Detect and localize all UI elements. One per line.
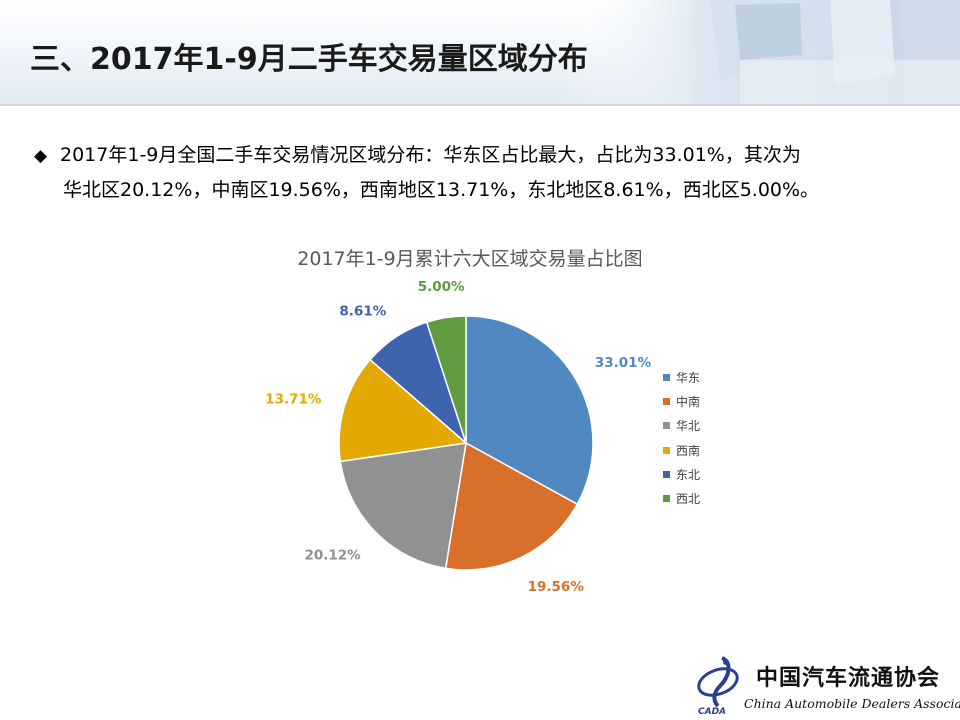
legend-label: 华东 (676, 370, 701, 385)
legend-item: 西北 (663, 486, 700, 510)
pie-data-label-5: 8.61% (339, 303, 386, 319)
legend-label: 中南 (676, 394, 701, 409)
pie-slice-6 (425, 315, 467, 444)
pie-data-label-2: 19.56% (528, 579, 585, 595)
pie-slice-4 (338, 358, 468, 463)
legend-label: 华北 (676, 419, 701, 434)
legend-swatch (663, 470, 670, 478)
pie-data-label-6: 5.00% (418, 279, 465, 295)
diamond-bullet-icon: ◆ (34, 146, 48, 166)
legend-swatch (663, 397, 670, 405)
legend-item: 华北 (663, 414, 700, 438)
logo-name-en: China Automobile Dealers Association (744, 696, 960, 711)
chart-title: 2017年1-9月累计六大区域交易量占比图 (297, 248, 643, 270)
cada-mark-text: CADA (698, 707, 726, 716)
header-decoration-image (560, 0, 960, 104)
pie-data-label-4: 13.71% (265, 391, 322, 407)
header-band (0, 0, 960, 104)
pie-data-label-3: 20.12% (304, 548, 361, 564)
header-divider (0, 104, 960, 106)
bullet-paragraph: ◆ 2017年1-9月全国二手车交易情况区域分布：华东区占比最大，占比为33.01… (34, 138, 934, 207)
pie-slice-1 (465, 315, 594, 506)
pie-data-label-1: 33.01% (595, 355, 652, 371)
chart-legend: 华东中南华北西南东北西北 (663, 365, 700, 511)
legend-label: 西北 (676, 492, 701, 507)
legend-swatch (663, 422, 670, 430)
pie-slice-2 (444, 441, 579, 571)
legend-label: 西南 (676, 443, 701, 458)
legend-item: 西南 (663, 438, 700, 462)
legend-swatch (663, 373, 670, 381)
logo-name-cn: 中国汽车流通协会 (756, 665, 941, 691)
legend-swatch (663, 495, 670, 503)
pie-slice-3 (339, 442, 467, 570)
legend-item: 东北 (663, 462, 700, 486)
bullet-text-line-1: 2017年1-9月全国二手车交易情况区域分布：华东区占比最大，占比为33.01%… (60, 144, 801, 166)
cada-logo-mark: CADA (697, 656, 739, 716)
bullet-text-line-2: 华北区20.12%，中南区19.56%，西南地区13.71%，东北地区8.61%… (63, 179, 820, 201)
cada-logo: CADA 中国汽车流通协会 China Automobile Dealers A… (692, 652, 960, 716)
legend-swatch (663, 446, 670, 454)
legend-item: 中南 (663, 389, 700, 413)
legend-item: 华东 (663, 365, 700, 389)
legend-label: 东北 (676, 467, 701, 482)
slide-title: 三、2017年1-9月二手车交易量区域分布 (30, 42, 588, 77)
